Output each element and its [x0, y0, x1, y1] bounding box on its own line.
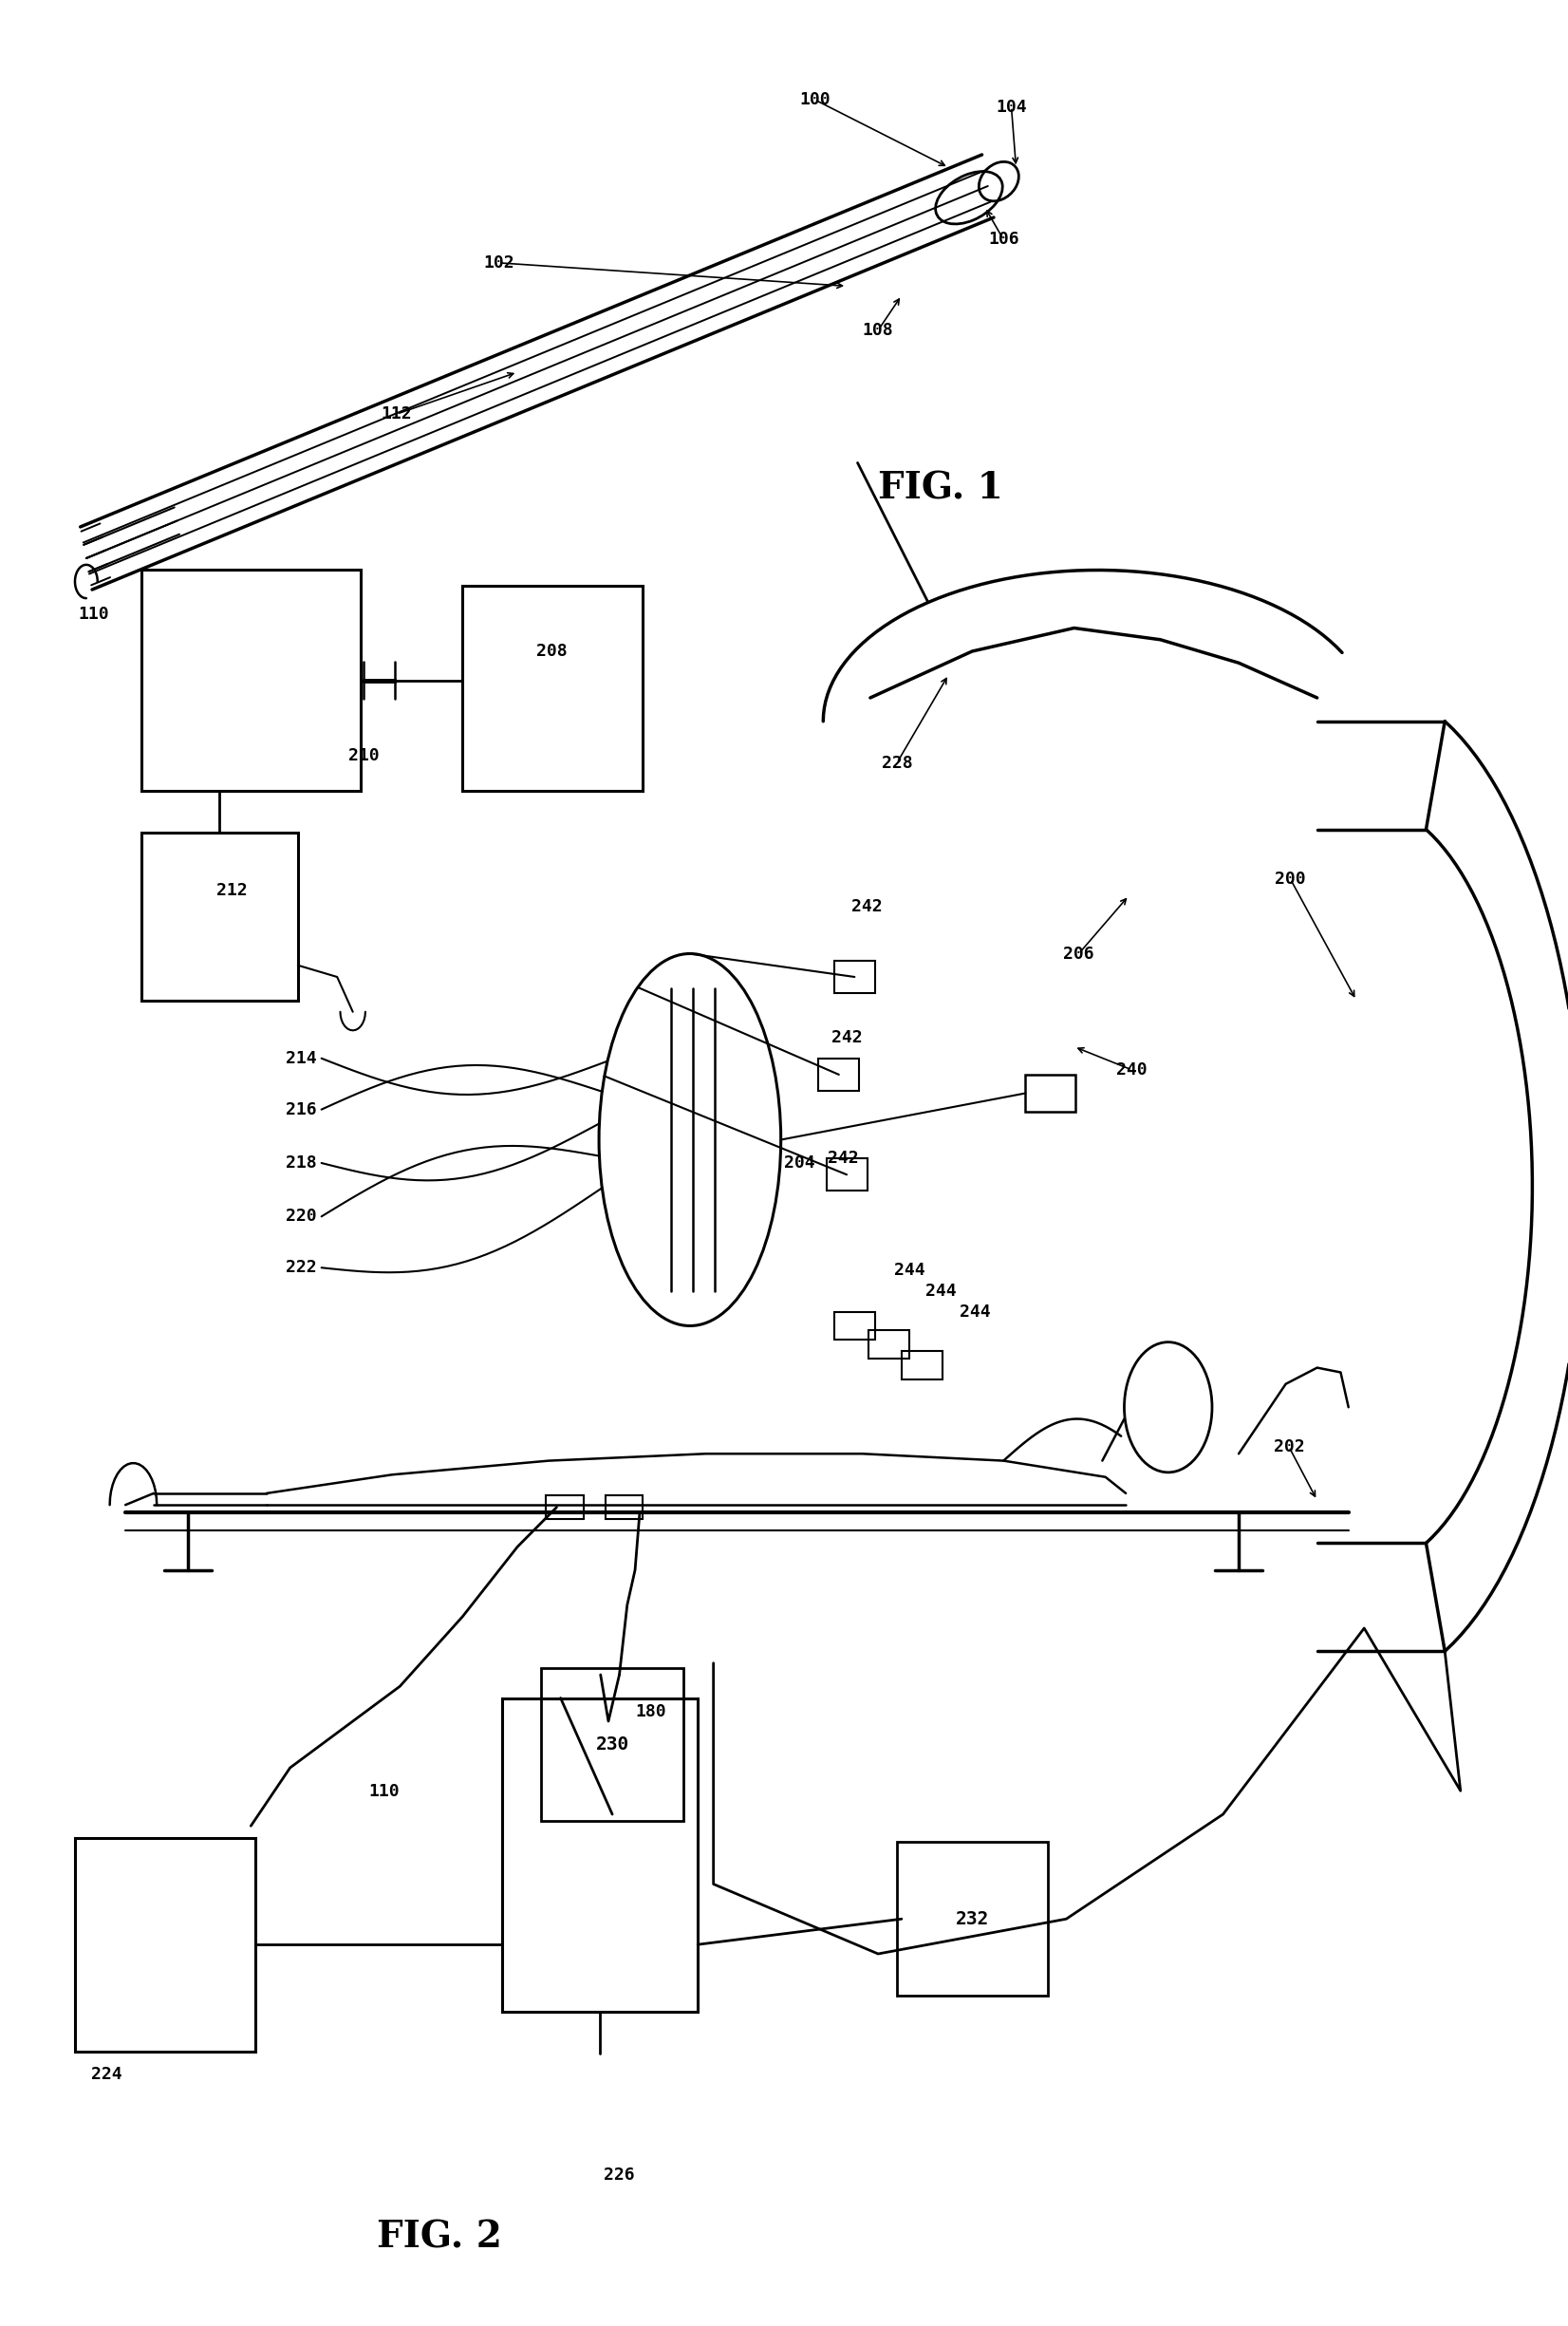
Text: 200: 200	[1275, 870, 1306, 889]
Text: 244: 244	[894, 1261, 925, 1279]
Bar	[502, 1698, 698, 2012]
Text: 104: 104	[996, 98, 1027, 116]
Bar	[902, 1351, 942, 1379]
Text: 206: 206	[1063, 944, 1094, 963]
Text: 222: 222	[285, 1258, 317, 1277]
Bar	[869, 1330, 909, 1358]
Text: 244: 244	[925, 1282, 956, 1300]
Text: 180: 180	[635, 1703, 666, 1721]
Text: 204: 204	[784, 1154, 815, 1172]
Bar	[141, 833, 298, 1000]
Text: 224: 224	[91, 2065, 122, 2084]
Text: 110: 110	[78, 605, 110, 623]
Text: 108: 108	[862, 321, 894, 340]
Text: 218: 218	[285, 1154, 317, 1172]
Text: 106: 106	[988, 230, 1019, 249]
Bar	[834, 1312, 875, 1340]
Text: 110: 110	[368, 1782, 400, 1800]
Bar	[546, 1496, 583, 1519]
Bar	[141, 570, 361, 791]
Text: 100: 100	[800, 91, 831, 109]
Text: 226: 226	[604, 2166, 635, 2184]
Text: 240: 240	[1116, 1061, 1148, 1079]
Text: 228: 228	[881, 754, 913, 772]
Text: 232: 232	[955, 1910, 989, 1928]
Text: FIG. 1: FIG. 1	[878, 470, 1004, 507]
Text: 202: 202	[1273, 1437, 1305, 1456]
Text: 242: 242	[831, 1028, 862, 1047]
Bar	[834, 961, 875, 993]
Text: 208: 208	[536, 642, 568, 661]
Bar	[1025, 1075, 1076, 1112]
Text: FIG. 2: FIG. 2	[376, 2219, 502, 2256]
Bar	[818, 1058, 859, 1091]
Text: 102: 102	[483, 254, 514, 272]
Text: 220: 220	[285, 1207, 317, 1226]
Text: 230: 230	[596, 1735, 629, 1754]
Text: 244: 244	[960, 1303, 991, 1321]
Text: 242: 242	[851, 898, 883, 916]
Bar	[605, 1496, 643, 1519]
Text: 216: 216	[285, 1100, 317, 1119]
Text: 242: 242	[828, 1149, 859, 1168]
Bar	[75, 1838, 256, 2052]
Text: 210: 210	[348, 747, 379, 765]
Text: 214: 214	[285, 1049, 317, 1068]
Text: 212: 212	[216, 882, 248, 900]
Bar	[826, 1158, 867, 1191]
Bar	[463, 586, 643, 791]
Text: 112: 112	[381, 405, 412, 423]
